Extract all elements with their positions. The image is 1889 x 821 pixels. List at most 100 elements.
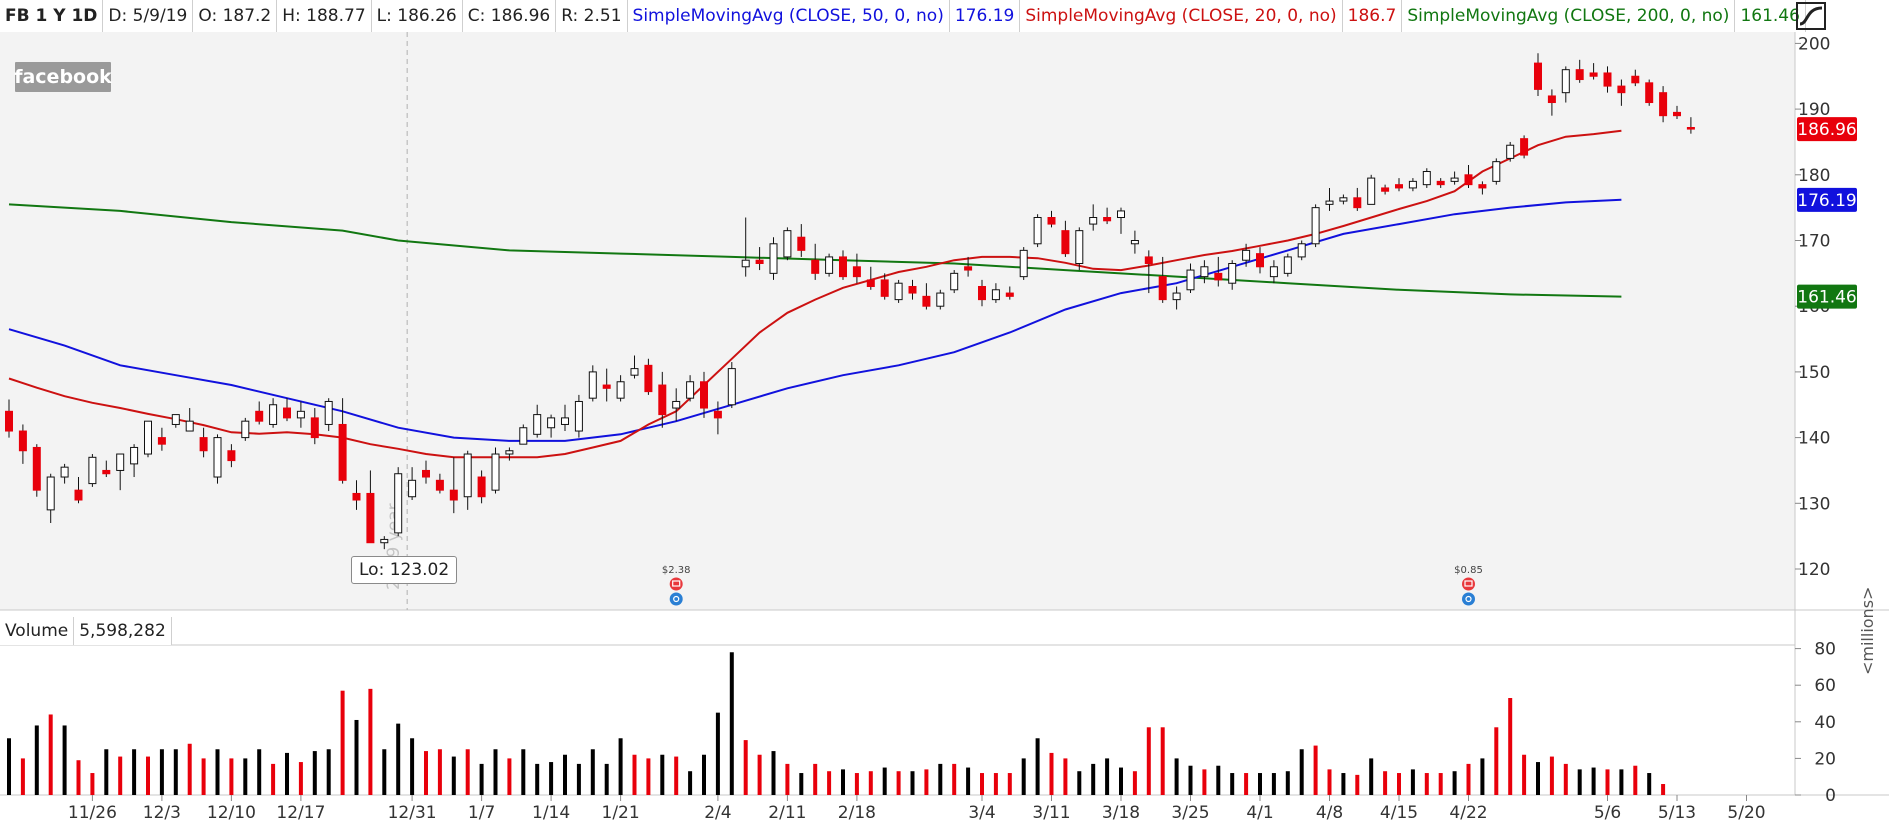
- volume-bar: [799, 773, 804, 795]
- volume-bar: [173, 749, 178, 795]
- sma200-label[interactable]: SimpleMovingAvg (CLOSE, 200, 0, no): [1402, 0, 1736, 32]
- volume-bar: [1174, 758, 1179, 795]
- volume-bar: [1202, 769, 1207, 795]
- volume-tick-label: 40: [1814, 713, 1836, 733]
- candle-up: [769, 243, 778, 274]
- candle-up: [727, 368, 736, 406]
- volume-bar: [1258, 773, 1262, 795]
- candle-down: [477, 476, 486, 498]
- volume-bar: [368, 688, 373, 795]
- volume-bar: [813, 763, 818, 795]
- volume-bar: [590, 749, 595, 795]
- candle-up: [505, 450, 514, 455]
- candle-down: [1214, 272, 1223, 281]
- candle-up: [394, 473, 403, 534]
- date-tick-label: 2/4: [704, 803, 731, 821]
- volume-tick-label: 80: [1814, 640, 1836, 660]
- candle-up: [1075, 230, 1084, 264]
- candle-down: [644, 364, 653, 393]
- volume-bar: [507, 758, 512, 795]
- dividend-icon: [1462, 577, 1475, 591]
- symbol-label[interactable]: FB 1 Y 1D: [0, 0, 104, 32]
- volume-bar: [1341, 773, 1346, 795]
- volume-bar: [702, 754, 706, 795]
- volume-bar: [354, 719, 359, 795]
- date-tick-label: 4/22: [1449, 803, 1487, 821]
- sma20-value: 186.7: [1342, 0, 1403, 32]
- volume-bar: [340, 690, 345, 795]
- candle-up: [213, 437, 222, 478]
- candle-down: [1645, 82, 1654, 104]
- candle-up: [1325, 200, 1334, 205]
- earnings-icon-glyph: [1465, 595, 1472, 603]
- volume-bar: [1077, 771, 1082, 795]
- volume-bar: [1647, 773, 1652, 795]
- candle-up: [1200, 266, 1209, 278]
- candle-up: [574, 400, 583, 432]
- volume-bar: [1327, 769, 1332, 795]
- volume-bar: [854, 773, 859, 795]
- volume-bar: [132, 749, 137, 795]
- volume-bar: [1313, 745, 1318, 795]
- candle-down: [866, 279, 875, 287]
- date-tick-label: 3/25: [1171, 803, 1209, 821]
- sma20-label[interactable]: SimpleMovingAvg (CLOSE, 20, 0, no): [1020, 0, 1343, 32]
- sma50-label[interactable]: SimpleMovingAvg (CLOSE, 50, 0, no): [627, 0, 950, 32]
- open-readout: O: 187.2: [193, 0, 278, 32]
- volume-header: Volume 5,598,282: [0, 617, 172, 645]
- low-price-callout: Lo: 123.02: [351, 556, 458, 584]
- volume-bar: [493, 749, 498, 795]
- volume-bar: [7, 738, 11, 795]
- candle-down: [435, 479, 444, 491]
- volume-bar: [1035, 738, 1040, 795]
- volume-bar: [465, 749, 470, 795]
- sma200-value: 161.46: [1735, 0, 1806, 32]
- candle-down: [255, 410, 264, 422]
- volume-bar: [1536, 762, 1540, 795]
- candle-down: [700, 381, 708, 409]
- volume-bar: [382, 749, 387, 795]
- candle-up: [1089, 217, 1098, 225]
- earnings-icon: [669, 592, 683, 606]
- candle-down: [1353, 197, 1362, 209]
- candle-down: [32, 446, 41, 491]
- price-panel-bg: [0, 32, 1795, 610]
- candle-up: [1228, 262, 1237, 284]
- candle-down: [1158, 276, 1167, 301]
- candle-up: [185, 420, 194, 432]
- candle-down: [1603, 72, 1612, 87]
- candle-up: [547, 417, 556, 429]
- dividend-icon: [669, 577, 683, 591]
- volume-bar: [1049, 752, 1054, 795]
- volume-bar: [1383, 771, 1388, 795]
- volume-bar: [646, 758, 651, 795]
- volume-tick-label: 20: [1814, 749, 1836, 769]
- candle-down: [352, 492, 361, 501]
- volume-bar: [1563, 763, 1568, 795]
- candle-down: [602, 384, 611, 389]
- volume-bar: [896, 771, 901, 795]
- date-tick-label: 2/11: [768, 803, 806, 821]
- date-tick-label: 5/6: [1594, 803, 1621, 821]
- candle-up: [1408, 180, 1417, 189]
- date-tick-label: 2/18: [838, 803, 876, 821]
- volume-bar: [1508, 698, 1513, 795]
- candle-down: [908, 285, 917, 294]
- candle-down: [1478, 184, 1487, 189]
- date-tick-label: 3/11: [1032, 803, 1070, 821]
- volume-bar: [229, 758, 234, 795]
- volume-bar: [215, 749, 220, 795]
- date-tick-label: 12/10: [207, 803, 256, 821]
- volume-bar: [674, 756, 679, 795]
- low-readout: L: 186.26: [371, 0, 463, 32]
- candle-down: [283, 407, 291, 419]
- volume-bar: [424, 751, 428, 795]
- dividend-icon-glyph: [1464, 580, 1473, 587]
- candle-down: [199, 437, 208, 452]
- date-tick-label: 5/20: [1727, 803, 1765, 821]
- volume-bar: [1633, 765, 1638, 795]
- volume-bar: [563, 754, 567, 795]
- candle-down: [18, 430, 27, 452]
- candle-up: [1269, 266, 1278, 278]
